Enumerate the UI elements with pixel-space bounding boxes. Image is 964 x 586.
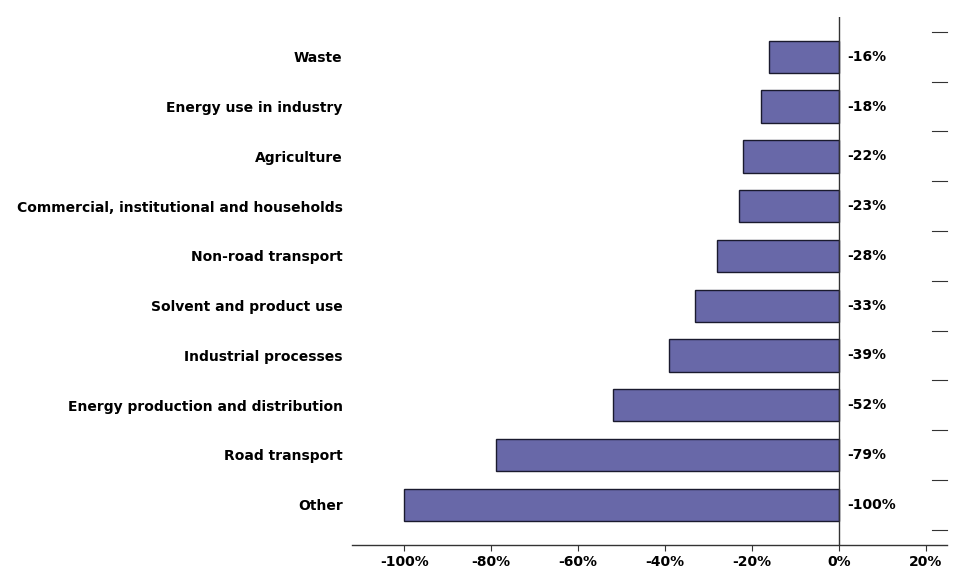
Bar bbox=[769, 40, 839, 73]
Bar bbox=[695, 289, 839, 322]
Text: -33%: -33% bbox=[847, 299, 887, 313]
Text: -100%: -100% bbox=[847, 498, 897, 512]
Text: -18%: -18% bbox=[847, 100, 887, 114]
Bar bbox=[613, 389, 839, 421]
Bar bbox=[669, 339, 839, 372]
Text: -52%: -52% bbox=[847, 398, 887, 412]
Bar bbox=[717, 240, 839, 272]
Text: -39%: -39% bbox=[847, 349, 887, 362]
Bar bbox=[743, 140, 839, 172]
Text: -16%: -16% bbox=[847, 50, 887, 64]
Bar bbox=[495, 439, 839, 471]
Text: -79%: -79% bbox=[847, 448, 887, 462]
Text: -22%: -22% bbox=[847, 149, 887, 163]
Bar bbox=[404, 489, 839, 521]
Bar bbox=[738, 190, 839, 222]
Text: -28%: -28% bbox=[847, 249, 887, 263]
Text: -23%: -23% bbox=[847, 199, 887, 213]
Bar bbox=[761, 90, 839, 123]
